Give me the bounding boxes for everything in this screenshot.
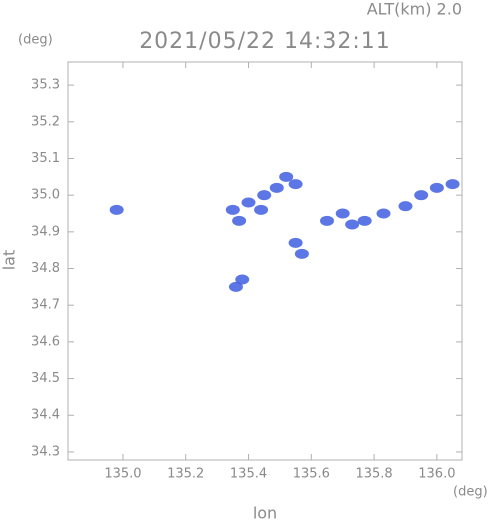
echo-point: [269, 182, 284, 193]
subtitle: ALT(km) 2.0: [367, 0, 462, 19]
y-tick-label: 35.1: [31, 151, 60, 166]
echo-point: [279, 171, 294, 182]
chart-title: 2021/05/22 14:32:11: [139, 29, 391, 54]
y-tick-label: 35.0: [31, 188, 60, 203]
x-tick-label: 135.8: [355, 467, 392, 482]
x-unit: (deg): [453, 485, 488, 500]
y-tick-label: 34.3: [31, 444, 60, 459]
echo-point: [288, 179, 303, 190]
echo-point: [398, 201, 413, 212]
echo-point: [257, 190, 272, 201]
y-tick-label: 34.7: [31, 298, 60, 313]
echo-point: [228, 281, 243, 292]
y-tick-label: 34.9: [31, 224, 60, 239]
echo-point: [320, 215, 335, 226]
x-tick-label: 135.6: [293, 467, 330, 482]
y-tick-label: 34.5: [31, 371, 60, 386]
x-tick-label: 135.4: [230, 467, 267, 482]
y-tick-label: 35.2: [31, 114, 60, 129]
echo-point: [109, 204, 124, 215]
y-tick-label: 34.8: [31, 261, 60, 276]
echo-point: [414, 190, 429, 201]
echo-point: [345, 219, 360, 230]
echo-point: [376, 208, 391, 219]
x-tick-label: 136.0: [418, 467, 455, 482]
echo-point: [445, 179, 460, 190]
echo-point: [335, 208, 350, 219]
plot-frame: [67, 61, 463, 461]
echo-point: [241, 197, 256, 208]
echo-point: [429, 182, 444, 193]
x-tick-label: 135.0: [104, 467, 141, 482]
x-axis-label: lon: [253, 504, 277, 521]
y-axis-label: lat: [0, 250, 19, 271]
echo-point: [294, 248, 309, 259]
y-tick-label: 34.6: [31, 334, 60, 349]
echo-point: [225, 204, 240, 215]
y-unit: (deg): [18, 33, 53, 48]
y-tick-label: 34.4: [31, 408, 60, 423]
echo-point: [254, 204, 269, 215]
echo-point: [288, 237, 303, 248]
y-tick-label: 35.3: [31, 78, 60, 93]
echo-point: [235, 274, 250, 285]
echo-point: [232, 215, 247, 226]
echo-point: [357, 215, 372, 226]
x-tick-label: 135.2: [167, 467, 204, 482]
